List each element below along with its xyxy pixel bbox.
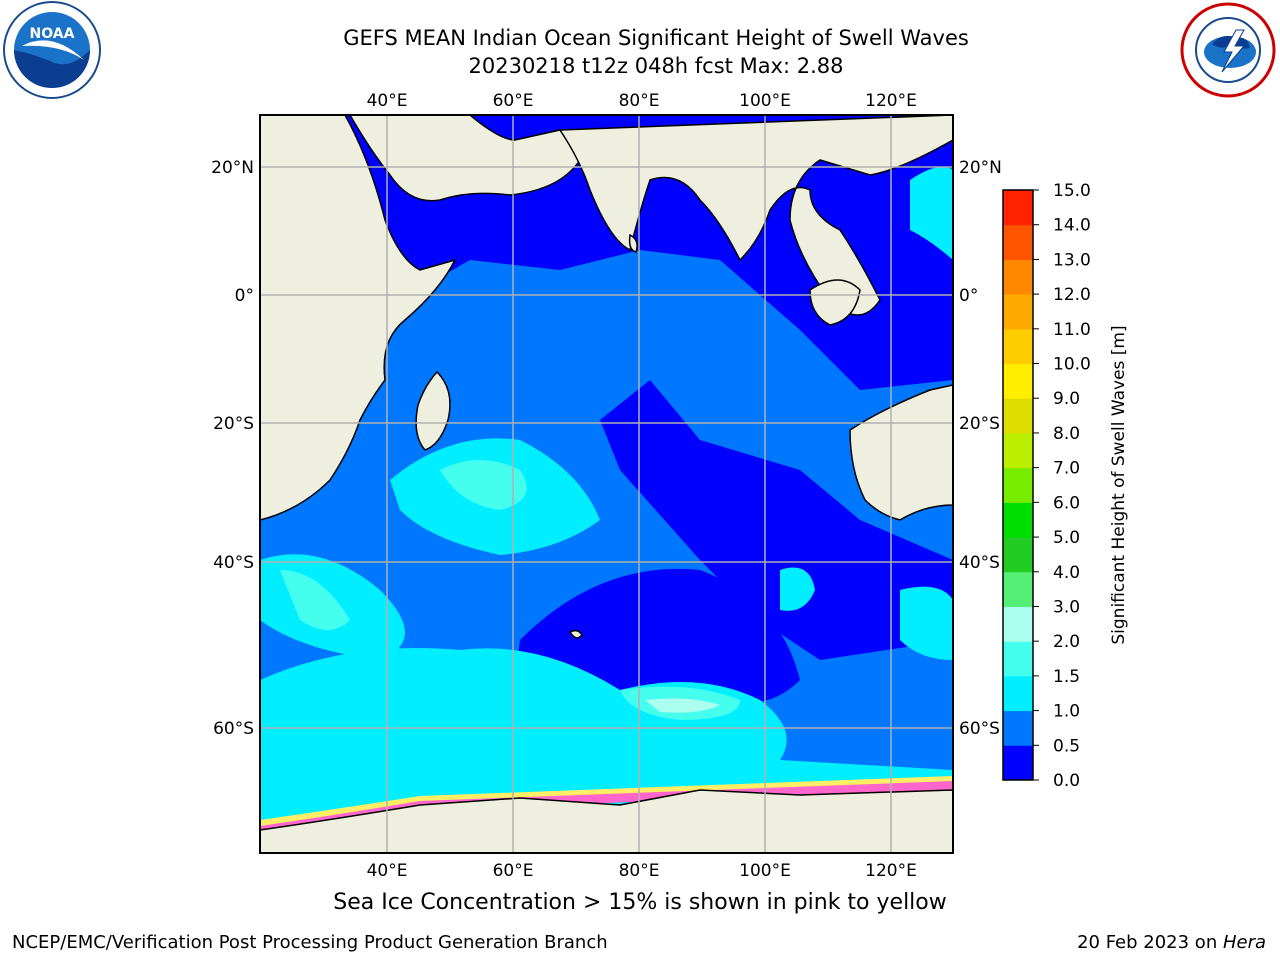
lon-labels-top: 40°E 60°E 80°E 100°E 120°E [367, 91, 917, 111]
colorbar-tick-label: 6.0 [1053, 493, 1080, 513]
colorbar-swatch [1003, 328, 1033, 365]
colorbar-swatch [1003, 190, 1033, 226]
colorbar-swatch [1003, 294, 1033, 330]
colorbar-swatch [1003, 363, 1033, 399]
lon-tick-top-2: 80°E [619, 91, 660, 111]
colorbar-tick-label: 0.5 [1053, 736, 1080, 756]
lat-tick-right-1: 0° [959, 286, 978, 306]
colorbar-swatch [1003, 606, 1033, 642]
land-masses [260, 115, 953, 853]
footer-branch: NCEP/EMC/Verification Post Processing Pr… [12, 932, 608, 953]
lon-tick-bottom-1: 60°E [493, 861, 534, 881]
colorbar-tick-label: 4.0 [1053, 563, 1080, 583]
lat-labels-right: 20°N 0° 20°S 40°S 60°S [959, 158, 1002, 739]
nws-logo [1180, 2, 1276, 98]
colorbar-tick-label: 10.0 [1053, 355, 1091, 375]
lon-tick-bottom-3: 100°E [739, 861, 791, 881]
colorbar-tick-label: 5.0 [1053, 528, 1080, 548]
lat-tick-right-2: 20°S [959, 414, 1000, 434]
noaa-logo: NOAA [3, 1, 101, 99]
footer-date-text: 20 Feb 2023 on [1077, 932, 1223, 953]
lat-tick-left-4: 60°S [213, 719, 254, 739]
lon-labels-bottom: 40°E 60°E 80°E 100°E 120°E [367, 861, 917, 881]
lat-tick-right-0: 20°N [959, 158, 1002, 178]
colorbar-swatch [1003, 675, 1033, 712]
lat-tick-left-3: 40°S [213, 553, 254, 573]
colorbar-tick-label: 15.0 [1053, 181, 1091, 201]
colorbar-swatch [1003, 537, 1033, 573]
colorbar-swatch [1003, 224, 1033, 260]
colorbar-swatch [1003, 432, 1033, 469]
lon-tick-bottom-2: 80°E [619, 861, 660, 881]
colorbar-tick-label: 1.5 [1053, 667, 1080, 687]
colorbar-tick-label: 0.0 [1053, 771, 1080, 791]
footer-date: 20 Feb 2023 on Hera [1077, 932, 1266, 953]
colorbar-tick-label: 14.0 [1053, 216, 1091, 236]
graticule [260, 115, 953, 853]
colorbar-swatch [1003, 467, 1033, 503]
colorbar-tick-label: 7.0 [1053, 459, 1080, 479]
colorbar-label: Significant Height of Swell Waves [m] [1109, 325, 1129, 644]
chart-title: GEFS MEAN Indian Ocean Significant Heigh… [343, 26, 969, 50]
colorbar-tick-label: 2.0 [1053, 632, 1080, 652]
lat-tick-left-1: 0° [235, 286, 254, 306]
colorbar-swatch [1003, 259, 1033, 295]
lon-tick-top-4: 120°E [865, 91, 917, 111]
colorbar-tick-label: 1.0 [1053, 702, 1080, 722]
lat-tick-right-3: 40°S [959, 553, 1000, 573]
colorbar-swatch [1003, 502, 1033, 538]
lon-tick-top-3: 100°E [739, 91, 791, 111]
colorbar-swatch [1003, 710, 1033, 746]
colorbar: 0.0 0.5 1.0 1.5 2.0 3.0 4.0 5.0 6.0 7.0 8.0 9.0 10.0… [1002, 181, 1091, 791]
colorbar-swatch [1003, 641, 1033, 677]
colorbar-tick-label: 3.0 [1053, 597, 1080, 617]
colorbar-frame [1002, 189, 1034, 781]
colorbar-tick-label: 12.0 [1053, 285, 1091, 305]
chart-subtitle: 20230218 t12z 048h fcst Max: 2.88 [468, 54, 844, 78]
lat-tick-right-4: 60°S [959, 719, 1000, 739]
colorbar-tick-label: 8.0 [1053, 424, 1080, 444]
colorbar-tick-label: 9.0 [1053, 389, 1080, 409]
lon-tick-bottom-4: 120°E [865, 861, 917, 881]
noaa-logo-text: NOAA [30, 26, 75, 42]
colorbar-tick-label: 11.0 [1053, 320, 1091, 340]
lon-tick-bottom-0: 40°E [367, 861, 408, 881]
footer-machine: Hera [1222, 932, 1266, 953]
lon-tick-top-1: 60°E [493, 91, 534, 111]
map-frame [259, 114, 954, 854]
colorbar-swatch [1003, 745, 1033, 781]
lon-tick-top-0: 40°E [367, 91, 408, 111]
colorbar-tick-label: 13.0 [1053, 250, 1091, 270]
lat-labels-left: 20°N 0° 20°S 40°S 60°S [211, 158, 254, 739]
lat-tick-left-0: 20°N [211, 158, 254, 178]
sea-ice-note: Sea Ice Concentration > 15% is shown in … [333, 890, 947, 915]
colorbar-swatch [1003, 398, 1033, 434]
colorbar-swatch [1003, 571, 1033, 607]
lat-tick-left-2: 20°S [213, 414, 254, 434]
